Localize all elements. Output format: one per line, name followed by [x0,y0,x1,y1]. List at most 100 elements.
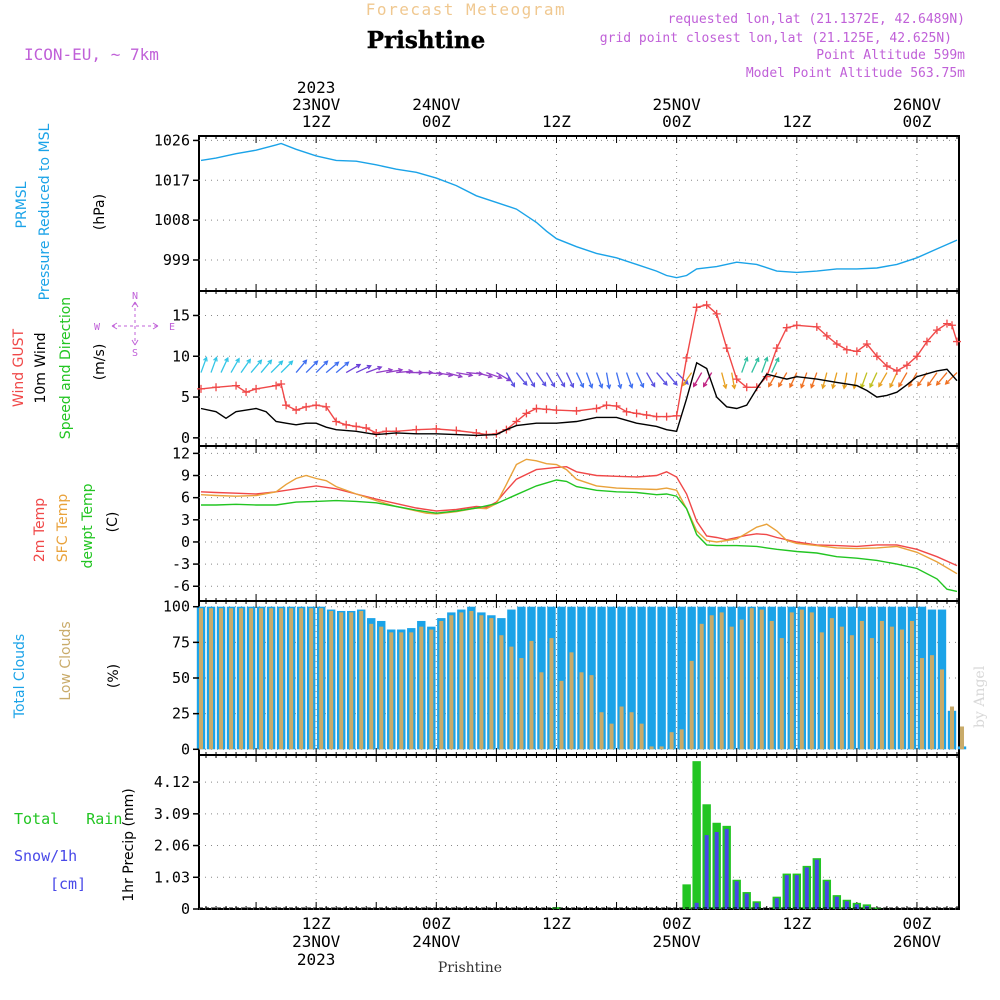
bar-low-clouds [259,608,264,750]
gust-marker [652,412,661,421]
wind-arrow [842,372,848,390]
y-tick-label: 10 [172,347,190,365]
wind-arrow [250,359,263,373]
wind-arrow-shaft [535,372,547,387]
bar-low-clouds [239,608,244,750]
wind-arrow-shaft [945,372,958,385]
gust-marker [822,331,831,340]
gust-marker [782,323,791,332]
bar-low-clouds [249,608,254,750]
panel-frame-4 [198,754,960,910]
bar-low-clouds [960,726,965,750]
wind-arrow-head [377,365,383,371]
time-label-bottom: 12Z [782,914,811,933]
wind-arrow-head [702,382,708,388]
wind-arrow-shaft [315,360,328,374]
wind-arrow [345,363,362,374]
bar-low-clouds [679,729,684,750]
gust-marker [947,321,956,330]
time-label-bottom: 00Z [662,914,691,933]
wind-arrow-head [683,379,689,385]
wind-arrow [810,372,818,389]
wind-arrow [555,372,566,388]
time-label-top: 00Z [662,112,691,131]
precip-ylabel: 1hr Precip (mm) [121,788,137,901]
wind-arrow-head [852,384,858,390]
gust-marker [772,344,781,353]
bar-low-clouds [799,609,804,750]
wind-arrow [771,356,780,373]
bar-low-clouds [289,608,294,750]
gust-marker [642,411,651,419]
pressure-label-1: PRMSL [14,181,30,228]
bar-low-clouds [839,626,844,750]
wind-arrow-shaft [625,372,633,388]
wind-arrow [761,356,769,373]
wind-arrow-shaft [525,372,535,387]
total-clouds-label: Total Clouds [12,634,28,719]
bar-low-clouds [899,629,904,750]
gust-marker [932,326,941,335]
bar-low-clouds [769,620,774,750]
time-label-bottom: 12Z [302,914,331,933]
wind-arrow [200,356,208,373]
time-label-bottom: 2023 [297,950,336,969]
wind-arrow [575,372,585,389]
wind-arrow-head [778,382,783,388]
wind-arrow [615,372,623,390]
y-tick-label: 75 [172,633,190,651]
gust-marker [852,347,861,356]
pressure-label-2: Pressure Reduced to MSL [37,123,53,300]
bar-low-clouds [549,638,554,750]
bar-low-clouds [359,610,364,750]
wind-arrow-head [278,360,284,366]
credit-label: by Angel [972,665,988,728]
dewpt-label: dewpt Temp [80,483,96,568]
gust-marker [612,402,621,411]
wind-arrow-shaft [898,372,908,387]
wind-arrow-head [598,383,604,389]
wind-arrow [585,372,594,389]
bar-low-clouds [919,658,924,750]
bar-snow-1h [834,896,839,909]
wind-arrow-head [789,383,794,389]
wind-arrow [666,372,678,386]
wind-arrow-head [672,380,678,386]
compass-w: W [94,322,101,333]
wind-arrow [565,372,575,389]
bar-low-clouds [829,618,834,750]
wind-arrow-shaft [927,372,938,387]
wind-arrow [505,372,516,388]
temp-unit: (C) [105,512,121,533]
wind-arrow [878,372,888,388]
model-label: ICON-EU, ~ 7km [24,45,159,64]
wind-arrow-head [774,356,780,363]
wind-arrow [476,371,494,379]
gust-marker [672,411,681,420]
time-label-top: 00Z [422,112,451,131]
time-label-top: 24NOV [412,95,461,114]
compass-rose: N S W E [94,291,175,359]
time-label-top: 00Z [902,112,931,131]
gust-marker [902,361,911,370]
rain-label: Total Rain [14,810,122,828]
gust-marker [952,337,961,346]
wind-arrow-shaft [721,372,727,389]
wind-arrow-shaft [486,371,502,379]
y-tick-label: 3 [181,511,190,529]
wind-arrow-shaft [615,372,622,389]
wind-arrow [751,356,760,373]
bar-low-clouds [599,712,604,750]
gust-marker [272,381,281,390]
gust-marker [622,407,631,416]
wind-unit: (m/s) [92,344,108,381]
wind-arrow [280,360,294,374]
bar-snow-1h [734,881,739,909]
bar-low-clouds [629,712,634,750]
wind-arrow [656,372,668,386]
wind-arrow-shaft [386,369,403,374]
bar-snow-1h [844,901,849,909]
wind-arrow-shaft [376,369,393,374]
wind-arrow-head [246,358,252,364]
wind-arrow [240,358,252,373]
